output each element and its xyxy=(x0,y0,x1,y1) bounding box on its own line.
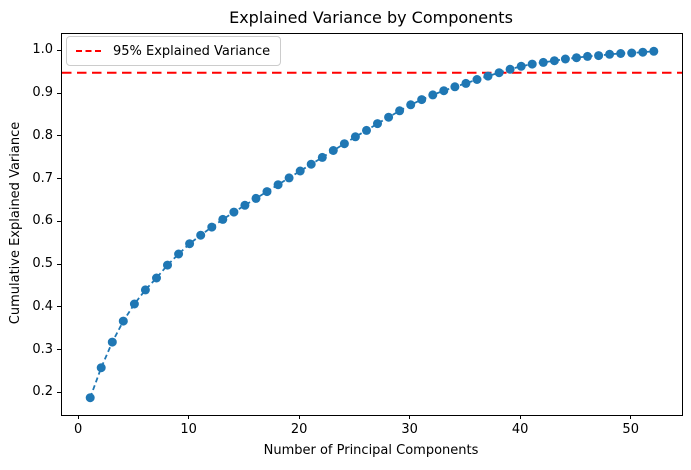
legend-dash-sample-icon xyxy=(76,50,102,52)
y-tick-mark xyxy=(57,391,61,393)
legend-label: 95% Explained Variance xyxy=(113,43,271,59)
data-point xyxy=(174,249,184,259)
data-point xyxy=(483,71,493,81)
data-point xyxy=(152,273,161,283)
data-point xyxy=(295,166,305,176)
data-point xyxy=(207,222,217,232)
data-point xyxy=(549,56,559,66)
y-tick-label: 0.3 xyxy=(32,341,53,357)
data-point xyxy=(107,337,117,347)
data-point xyxy=(362,125,371,135)
y-tick-label: 0.2 xyxy=(32,384,53,400)
y-tick-label: 0.7 xyxy=(32,170,53,186)
legend: 95% Explained Variance xyxy=(66,36,282,66)
data-point xyxy=(129,299,139,309)
data-point xyxy=(450,82,460,92)
x-tick-mark xyxy=(188,415,190,419)
y-tick-label: 0.4 xyxy=(32,298,53,314)
data-point xyxy=(96,363,106,373)
data-point xyxy=(505,64,515,74)
y-tick-mark xyxy=(57,178,61,180)
plot-area xyxy=(61,33,683,416)
x-tick-mark xyxy=(298,415,300,419)
data-point xyxy=(118,316,128,326)
data-point xyxy=(439,86,449,96)
data-point xyxy=(328,146,338,155)
y-tick-mark xyxy=(57,263,61,265)
x-tick-mark xyxy=(630,415,632,419)
data-point xyxy=(649,46,659,56)
data-point xyxy=(417,95,427,105)
data-point xyxy=(494,68,504,78)
data-point xyxy=(605,49,615,59)
data-point xyxy=(406,100,416,110)
data-point xyxy=(317,152,327,162)
x-tick-label: 10 xyxy=(180,422,197,437)
y-tick-mark xyxy=(57,135,61,137)
data-point xyxy=(428,90,438,100)
y-tick-label: 0.5 xyxy=(32,256,53,272)
series-line xyxy=(89,50,654,399)
data-point xyxy=(583,51,592,61)
y-tick-label: 0.6 xyxy=(32,213,53,229)
x-tick-mark xyxy=(409,415,411,419)
data-point xyxy=(373,119,382,129)
data-point xyxy=(306,159,316,169)
data-point xyxy=(240,200,250,210)
x-tick-mark xyxy=(519,415,521,419)
x-axis-label: Number of Principal Components xyxy=(263,443,479,458)
data-point xyxy=(395,106,405,116)
data-point xyxy=(262,187,272,197)
data-point xyxy=(560,54,570,64)
data-point xyxy=(185,239,195,249)
data-point xyxy=(229,207,239,217)
data-point xyxy=(384,112,394,122)
y-tick-label: 1.0 xyxy=(32,42,53,58)
x-tick-label: 20 xyxy=(290,422,308,437)
data-point xyxy=(538,57,548,67)
y-tick-mark xyxy=(57,306,61,308)
data-point xyxy=(461,78,471,88)
data-point xyxy=(516,61,526,71)
y-tick-mark xyxy=(57,349,61,351)
data-point xyxy=(527,59,537,69)
data-point xyxy=(627,48,637,58)
data-point xyxy=(163,260,172,270)
data-point xyxy=(85,393,95,403)
data-point xyxy=(572,53,581,63)
y-axis-label: Cumulative Explained Variance xyxy=(8,121,23,325)
data-point xyxy=(616,49,626,58)
x-tick-label: 50 xyxy=(622,422,639,437)
chart-title: Explained Variance by Components xyxy=(229,8,513,27)
data-point xyxy=(251,193,261,203)
data-point xyxy=(472,75,482,84)
data-point xyxy=(638,47,648,57)
data-point xyxy=(196,230,206,240)
plot-canvas xyxy=(62,46,682,403)
data-point xyxy=(350,132,360,142)
y-tick-label: 0.9 xyxy=(32,85,53,101)
data-point xyxy=(273,180,283,190)
y-tick-mark xyxy=(57,49,61,51)
data-point xyxy=(594,51,604,61)
data-point xyxy=(218,214,228,224)
data-point xyxy=(339,139,349,149)
data-point xyxy=(284,173,294,183)
x-tick-label: 30 xyxy=(401,422,418,437)
y-tick-mark xyxy=(57,220,61,222)
y-tick-mark xyxy=(57,92,61,94)
x-tick-label: 40 xyxy=(511,422,529,437)
y-tick-label: 0.8 xyxy=(32,127,53,143)
x-tick-mark xyxy=(77,415,79,419)
data-point xyxy=(140,285,150,295)
x-tick-label: 0 xyxy=(73,422,83,437)
